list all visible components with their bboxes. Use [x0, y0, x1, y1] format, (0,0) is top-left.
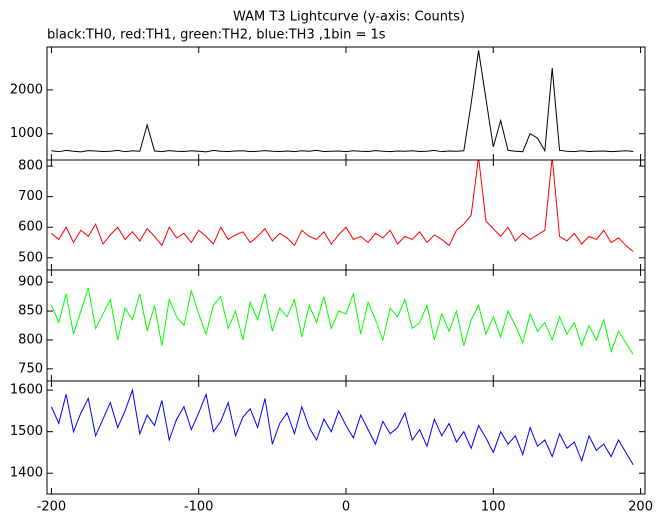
y-tick-label: 1000: [10, 126, 43, 141]
y-tick-label: 850: [18, 304, 43, 319]
y-tick-label: 600: [18, 220, 43, 235]
x-tick-label: 0: [342, 500, 350, 515]
data-line: [50, 388, 634, 466]
y-tick-label: 800: [18, 332, 43, 347]
data-line: [50, 287, 634, 355]
chart-subtitle: black:TH0, red:TH1, green:TH2, blue:TH3 …: [47, 28, 386, 43]
y-tick-label: 750: [18, 361, 43, 376]
panel-frame: [46, 380, 646, 495]
y-tick-label: 500: [18, 250, 43, 265]
data-line: [51, 160, 634, 253]
y-tick-label: 1500: [10, 424, 43, 439]
chart-title: WAM T3 Lightcurve (y-axis: Counts): [233, 10, 465, 25]
panel-frame: [46, 269, 646, 382]
y-tick-label: 700: [18, 189, 43, 204]
x-tick-label: -100: [184, 500, 214, 515]
y-tick-label: 900: [18, 275, 43, 290]
data-line: [51, 50, 634, 153]
x-tick-label: 200: [628, 500, 653, 515]
panel-frame: [46, 159, 646, 271]
y-tick-label: 2000: [10, 82, 43, 97]
y-tick-label: 800: [18, 159, 43, 174]
x-tick-label: 100: [481, 500, 506, 515]
x-tick-label: -200: [37, 500, 67, 515]
y-tick-label: 1600: [10, 383, 43, 398]
y-tick-label: 1400: [10, 466, 43, 481]
